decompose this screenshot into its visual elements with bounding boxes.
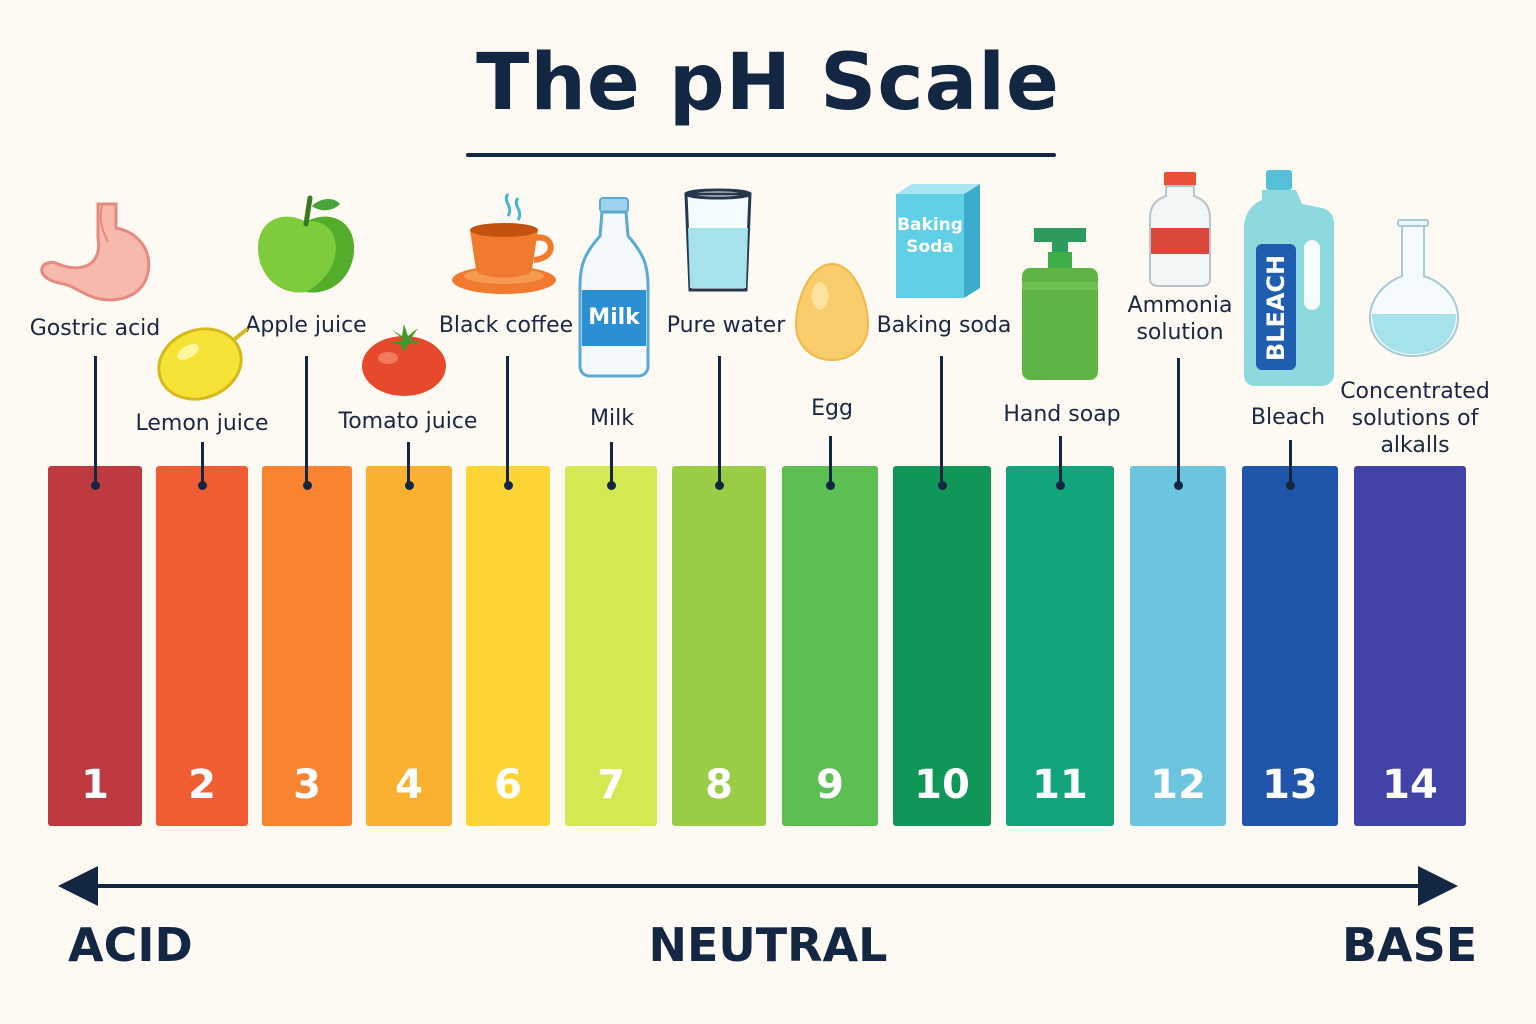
baking-soda-box-text: Soda	[906, 237, 954, 257]
bleach-jug-icon: BLEACH	[1244, 170, 1334, 386]
label-line: alkalls	[1380, 433, 1450, 458]
acid-label: ACID	[68, 918, 193, 972]
ph-bar-10: 10	[893, 466, 991, 826]
label-pure-water: Pure water	[666, 313, 786, 338]
connector-line	[1058, 436, 1062, 486]
connector-line	[1288, 440, 1292, 486]
ph-value: 4	[395, 762, 423, 808]
arrow-left-icon	[58, 866, 98, 906]
arrow-right-icon	[1418, 866, 1458, 906]
connector-line	[939, 356, 943, 486]
ph-value: 8	[705, 762, 733, 808]
flask-icon	[1368, 219, 1460, 358]
page-title: The pH Scale	[476, 38, 1060, 128]
ph-value: 7	[597, 762, 625, 808]
label-line: Ammonia	[1127, 293, 1233, 318]
water-glass-icon	[684, 188, 752, 292]
label-hand-soap: Hand soap	[1003, 402, 1121, 427]
ph-value: 10	[914, 762, 970, 808]
connector-line	[609, 442, 613, 486]
ph-value: 3	[293, 762, 321, 808]
label-tomato-juice: Tomato juice	[338, 409, 478, 434]
ph-bar-2: 2	[156, 466, 248, 826]
label-baking-soda: Baking soda	[876, 313, 1012, 338]
ph-bar-14: 14	[1354, 466, 1466, 826]
label-line: solutions of	[1351, 406, 1479, 431]
ph-bar-11: 11	[1006, 466, 1114, 826]
ph-bar-7: 7	[565, 466, 657, 826]
stomach-icon	[40, 202, 151, 302]
lemon-icon	[157, 327, 248, 401]
label-egg: Egg	[811, 396, 853, 421]
ph-bar-9: 9	[782, 466, 878, 826]
connector-line	[1176, 358, 1180, 486]
milk-bottle-text: Milk	[588, 305, 641, 330]
connector-line	[304, 356, 308, 486]
ph-value: 14	[1382, 762, 1438, 808]
label-milk: Milk	[590, 406, 634, 431]
apple-icon	[258, 195, 354, 293]
baking-soda-box-text: Baking	[897, 215, 963, 235]
base-label: BASE	[1342, 918, 1478, 972]
ph-value: 2	[188, 762, 216, 808]
connector-line	[200, 442, 204, 486]
label-gastric-acid: Gostric acid	[29, 316, 161, 341]
label-line: solution	[1136, 320, 1224, 345]
ph-value: 11	[1032, 762, 1088, 808]
label-apple-juice: Apple juice	[245, 313, 367, 338]
bleach-jug-text: BLEACH	[1262, 255, 1290, 361]
ph-value: 1	[81, 762, 109, 808]
label-ammonia-solution: Ammonia solution	[1100, 292, 1260, 346]
tomato-icon	[362, 324, 446, 396]
ph-value: 12	[1150, 762, 1206, 808]
ph-bar-1: 1	[48, 466, 142, 826]
ph-value: 9	[816, 762, 844, 808]
ph-bar-6: 6	[466, 466, 550, 826]
baking-soda-box-icon: Baking Soda	[896, 184, 980, 298]
scale-arrow-line	[80, 884, 1440, 888]
label-bleach: Bleach	[1250, 405, 1326, 430]
egg-icon	[794, 262, 870, 362]
ph-bar-3: 3	[262, 466, 352, 826]
coffee-cup-icon	[452, 193, 556, 294]
ammonia-bottle-icon	[1149, 172, 1211, 287]
ph-bar-8: 8	[672, 466, 766, 826]
ph-value: 13	[1262, 762, 1318, 808]
connector-line	[828, 436, 832, 486]
neutral-label: NEUTRAL	[648, 918, 888, 972]
label-lemon-juice: Lemon juice	[135, 411, 269, 436]
label-black-coffee: Black coffee	[438, 313, 574, 338]
connector-line	[406, 442, 410, 486]
connector-line	[505, 356, 509, 486]
ph-value: 6	[494, 762, 522, 808]
ph-bar-4: 4	[366, 466, 452, 826]
label-line: Concentrated	[1340, 379, 1490, 404]
ph-bar-12: 12	[1130, 466, 1226, 826]
label-concentrated-alkalis: Concentrated solutions of alkalls	[1334, 378, 1496, 459]
soap-pump-icon	[1022, 228, 1098, 380]
milk-bottle-icon: Milk	[578, 197, 650, 378]
title-underline	[466, 153, 1056, 157]
connector-line	[93, 356, 97, 486]
ph-bar-13: 13	[1242, 466, 1338, 826]
connector-line	[717, 356, 721, 486]
